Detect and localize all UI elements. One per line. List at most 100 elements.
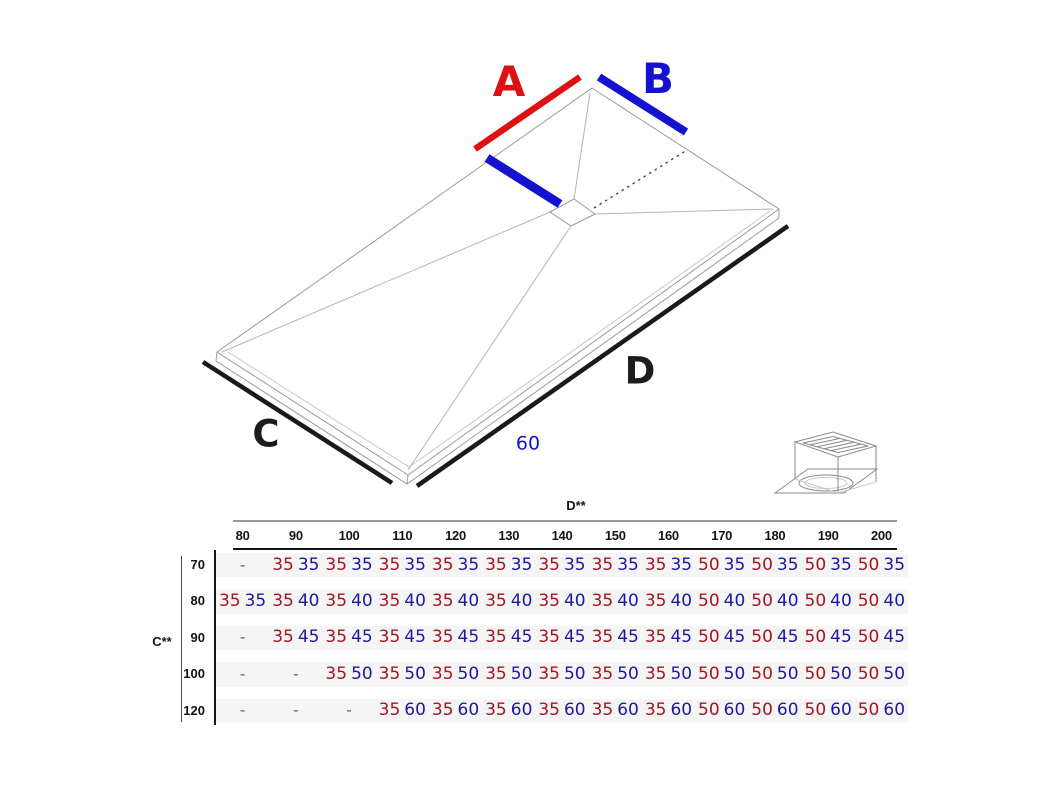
cell-c120-d80: -	[239, 701, 246, 720]
cell-c90-d150: 35 45	[591, 627, 639, 648]
cell-c70-d110: 35 35	[378, 554, 426, 575]
cell-c90-d110: 35 45	[378, 627, 426, 648]
dimension-line-d	[415, 224, 790, 488]
drain-grate	[793, 431, 878, 458]
cell-c100-d160: 35 50	[644, 663, 693, 684]
column-header-170: 170	[711, 528, 733, 543]
dimension-line-c	[201, 360, 394, 485]
table-top-rule	[233, 520, 897, 522]
cell-c80-d200: 50 40	[857, 591, 906, 612]
row-axis-label: C**	[152, 634, 172, 649]
cell-c120-d130: 35 60	[485, 700, 533, 721]
cell-c70-d170: 50 35	[698, 554, 746, 575]
cell-c120-d100: -	[346, 701, 352, 720]
cell-c80-d120: 35 40	[431, 591, 480, 612]
drain-slope-lines	[221, 92, 774, 471]
edge-label-b: B	[641, 54, 675, 103]
cell-c100-d150: 35 50	[591, 663, 639, 684]
column-header-90: 90	[288, 528, 303, 543]
cell-c80-d160: 35 40	[644, 591, 693, 612]
cell-c120-d110: 35 60	[378, 700, 426, 721]
drain-body	[794, 442, 877, 494]
cell-c100-d180: 50 50	[751, 663, 799, 684]
edge-label-c: C	[252, 412, 280, 456]
column-header-200: 200	[870, 528, 892, 543]
cell-c70-d140: 35 35	[538, 554, 586, 575]
cell-c70-d90: 35 35	[272, 554, 320, 575]
cell-c120-d180: 50 60	[751, 700, 799, 721]
dimension-line-b	[596, 73, 689, 136]
column-header-130: 130	[498, 528, 520, 543]
row-header-90: 90	[190, 629, 205, 645]
edge-label-d: D	[624, 349, 656, 393]
table-header-rule	[233, 548, 897, 550]
tray-thickness-edges	[215, 209, 780, 485]
cell-c90-d180: 50 45	[751, 627, 799, 648]
cell-c70-d190: 50 35	[804, 554, 852, 575]
column-header-160: 160	[658, 528, 679, 543]
cell-c120-d150: 35 60	[591, 700, 639, 721]
row-header-80: 80	[190, 593, 205, 609]
cell-c120-d120: 35 60	[431, 700, 480, 721]
cell-c120-d90: -	[293, 701, 299, 720]
cell-c70-d200: 50 35	[857, 554, 906, 575]
drain-dashed-line	[593, 149, 688, 209]
cell-c90-d120: 35 45	[431, 627, 480, 648]
column-header-120: 120	[445, 528, 466, 543]
cell-c90-d160: 35 45	[644, 627, 693, 648]
table-body: -35 35 35 35 35 35 35 35 35 35 35 35 35 35 35 35 50 35 50 3…	[216, 547, 908, 729]
cell-c100-d200: 50 50	[857, 663, 906, 684]
table-row-c80: 35 35 35 40 35 40 35 40 35 40 35 40 35 40 35 40 35 40 50 40…	[216, 583, 908, 619]
row-headers: 70 80 90 100 120	[148, 547, 208, 729]
cell-c70-d100: 35 35	[325, 554, 373, 575]
cell-c100-d190: 50 50	[804, 663, 852, 684]
table-row-c120: - - -35 60 35 60 35 60 35 60 35 60 35 60 50 60 50 60 50 60 5…	[216, 693, 908, 729]
row-header-120: 120	[183, 702, 205, 718]
cell-c80-d140: 35 40	[538, 591, 586, 612]
cell-c100-d100: 35 50	[325, 663, 373, 684]
cell-c120-d190: 50 60	[804, 700, 852, 721]
cell-c100-d110: 35 50	[378, 663, 426, 684]
cell-c70-d150: 35 35	[591, 554, 639, 575]
cell-c70-d180: 50 35	[751, 554, 799, 575]
drain-offset-label: 60	[515, 432, 541, 455]
dimension-line-a	[473, 74, 582, 152]
row-labels-left-rule	[181, 556, 182, 722]
cell-c70-d80: -	[239, 555, 246, 574]
cell-c80-d100: 35 40	[325, 591, 373, 612]
drain-base-plate	[773, 468, 879, 494]
cell-c120-d200: 50 60	[857, 700, 906, 721]
cell-c80-d180: 50 40	[751, 591, 799, 612]
cell-c100-d120: 35 50	[431, 663, 480, 684]
col-axis-label: D**	[566, 498, 586, 513]
row-header-70: 70	[190, 557, 205, 572]
table-row-c90: -35 45 35 45 35 45 35 45 35 45 35 45 35 45 35 45 50 45 50 4…	[216, 620, 908, 656]
cell-c80-d80: 35 35	[218, 591, 267, 612]
cell-c120-d160: 35 60	[644, 700, 693, 721]
row-labels-right-rule	[214, 550, 216, 725]
cell-c90-d100: 35 45	[325, 627, 373, 648]
cell-c80-d110: 35 40	[378, 591, 426, 612]
column-header-140: 140	[551, 528, 573, 543]
cell-c80-d170: 50 40	[698, 591, 746, 612]
cell-c100-d80: -	[239, 664, 246, 683]
table-row-c100: - -35 50 35 50 35 50 35 50 35 50 35 50 35 50 50 50 50 50 50…	[216, 656, 908, 692]
drain-icon	[773, 431, 879, 494]
cell-c100-d130: 35 50	[485, 663, 533, 684]
dimension-line-b-inner	[484, 154, 563, 208]
column-header-180: 180	[764, 528, 786, 543]
cell-c80-d90: 35 40	[272, 591, 320, 612]
drain-hole	[798, 474, 854, 492]
cell-c90-d90: 35 45	[272, 627, 320, 648]
column-header-80: 80	[235, 528, 250, 543]
cell-c80-d150: 35 40	[591, 591, 639, 612]
cell-c70-d160: 35 35	[644, 554, 693, 575]
column-header-190: 190	[817, 528, 839, 543]
cell-c120-d170: 50 60	[698, 700, 746, 721]
table-row-c70: -35 35 35 35 35 35 35 35 35 35 35 35 35 35 35 35 50 35 50 3…	[216, 547, 908, 583]
cell-c90-d140: 35 45	[538, 627, 586, 648]
cell-c100-d170: 50 50	[698, 663, 746, 684]
drain-square	[549, 198, 596, 227]
